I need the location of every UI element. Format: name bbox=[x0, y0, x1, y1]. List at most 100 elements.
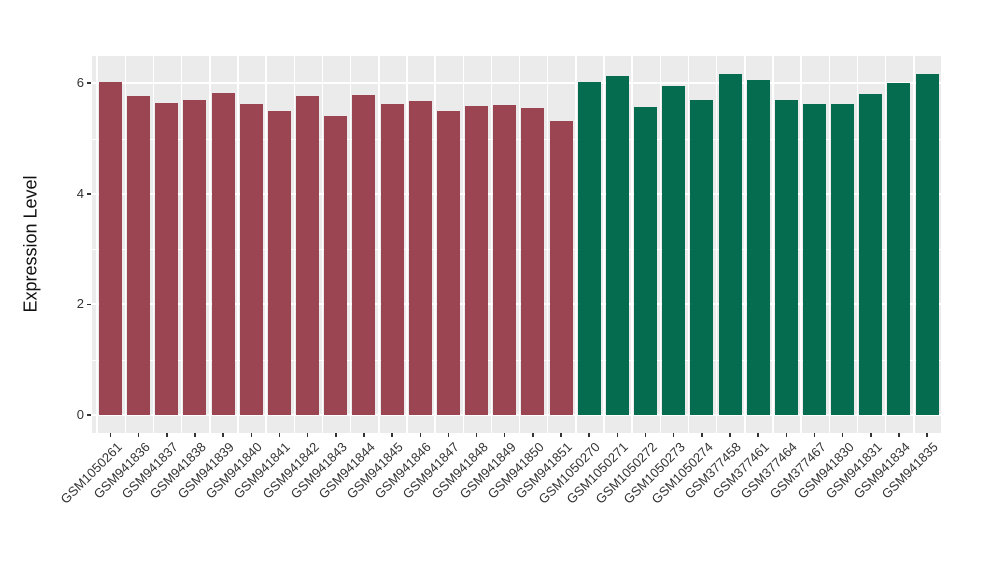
x-tick-mark bbox=[841, 433, 844, 437]
y-tick-mark bbox=[87, 303, 91, 306]
gridline-vertical bbox=[237, 56, 239, 433]
gridline-vertical bbox=[265, 56, 267, 433]
bar-GSM377461 bbox=[746, 80, 770, 415]
x-tick-mark bbox=[250, 433, 253, 437]
x-tick-mark bbox=[560, 433, 562, 437]
gridline-minor bbox=[92, 359, 943, 361]
x-tick-mark bbox=[701, 433, 703, 437]
y-tick-label: 2 bbox=[76, 296, 84, 312]
gridline-vertical bbox=[180, 56, 183, 433]
bar-GSM941851 bbox=[549, 121, 573, 415]
bar-GSM941848 bbox=[465, 105, 489, 415]
gridline-vertical bbox=[546, 56, 549, 433]
x-tick-mark bbox=[785, 433, 788, 437]
bar-GSM941846 bbox=[408, 100, 432, 415]
gridline-vertical bbox=[884, 56, 887, 433]
gridline-vertical bbox=[828, 56, 831, 433]
bar-GSM941838 bbox=[183, 99, 207, 415]
bar-GSM941849 bbox=[493, 104, 517, 415]
gridline-vertical bbox=[772, 56, 774, 433]
x-tick-mark bbox=[503, 433, 506, 437]
gridline-vertical bbox=[800, 56, 802, 433]
bar-GSM1050270 bbox=[577, 82, 601, 415]
gridline-vertical bbox=[941, 56, 943, 433]
gridline-minor bbox=[92, 138, 943, 140]
x-tick-mark bbox=[616, 433, 619, 437]
bar-GSM941845 bbox=[380, 104, 404, 415]
gridline-vertical bbox=[603, 56, 605, 433]
x-tick-mark bbox=[335, 433, 337, 437]
x-tick-mark bbox=[870, 433, 872, 437]
x-tick-mark bbox=[729, 433, 731, 437]
gridline-vertical bbox=[462, 56, 464, 433]
bar-GSM941844 bbox=[352, 95, 376, 415]
bar-GSM377467 bbox=[803, 104, 826, 415]
x-tick-mark bbox=[757, 433, 759, 437]
x-tick-mark bbox=[166, 433, 168, 437]
bar-GSM1050261 bbox=[99, 82, 122, 415]
gridline-vertical bbox=[96, 56, 98, 433]
gridline-vertical bbox=[378, 56, 380, 433]
gridline-vertical bbox=[856, 56, 859, 433]
gridline-vertical bbox=[715, 56, 718, 433]
x-tick-mark bbox=[813, 433, 816, 437]
bar-GSM377464 bbox=[774, 99, 798, 415]
bar-GSM1050273 bbox=[662, 85, 686, 415]
gridline-vertical bbox=[321, 56, 324, 433]
gridline-vertical bbox=[631, 56, 633, 433]
x-tick-mark bbox=[306, 433, 309, 437]
bar-GSM941830 bbox=[831, 103, 855, 415]
x-tick-mark bbox=[419, 433, 421, 437]
y-axis-title: Expression Level bbox=[20, 175, 41, 313]
x-tick-mark bbox=[644, 433, 647, 437]
x-tick-mark bbox=[926, 433, 928, 437]
bar-GSM941843 bbox=[324, 115, 348, 415]
gridline-major bbox=[92, 192, 943, 195]
gridline-vertical bbox=[152, 56, 155, 433]
gridline-vertical bbox=[406, 56, 408, 433]
bar-GSM941836 bbox=[127, 96, 151, 415]
bar-GSM941850 bbox=[521, 108, 545, 415]
bar-GSM941841 bbox=[267, 110, 291, 415]
bar-GSM1050272 bbox=[634, 106, 658, 415]
x-tick-mark bbox=[447, 433, 450, 437]
gridline-minor bbox=[92, 249, 943, 251]
x-tick-mark bbox=[363, 433, 365, 437]
bar-GSM941840 bbox=[239, 103, 263, 415]
x-tick-mark bbox=[532, 433, 534, 437]
y-tick-mark bbox=[87, 193, 91, 195]
gridline-major bbox=[92, 303, 943, 306]
y-tick-label: 4 bbox=[76, 185, 84, 201]
gridline-major bbox=[92, 414, 943, 416]
gridline-vertical bbox=[434, 56, 436, 433]
bar-GSM377458 bbox=[718, 73, 742, 415]
x-tick-mark bbox=[588, 433, 590, 437]
gridline-vertical bbox=[124, 56, 127, 433]
y-tick-mark bbox=[87, 414, 91, 416]
plot-panel bbox=[92, 56, 943, 433]
gridline-vertical bbox=[518, 56, 521, 433]
gridline-vertical bbox=[349, 56, 352, 433]
y-tick-mark bbox=[87, 82, 91, 84]
x-tick-mark bbox=[109, 433, 112, 437]
bar-GSM941837 bbox=[155, 102, 179, 415]
bar-GSM1050274 bbox=[690, 99, 714, 415]
gridline-vertical bbox=[490, 56, 493, 433]
bar-GSM941831 bbox=[859, 94, 883, 415]
gridline-vertical bbox=[293, 56, 296, 433]
gridline-vertical bbox=[575, 56, 577, 433]
y-tick-label: 6 bbox=[76, 75, 84, 91]
gridline-vertical bbox=[209, 56, 211, 433]
x-tick-mark bbox=[672, 433, 675, 437]
x-tick-mark bbox=[475, 433, 478, 437]
bar-GSM1050271 bbox=[605, 76, 629, 415]
bar-GSM941835 bbox=[915, 74, 939, 415]
gridline-vertical bbox=[687, 56, 690, 433]
x-tick-mark bbox=[391, 433, 393, 437]
x-tick-mark bbox=[194, 433, 196, 437]
y-tick-label: 0 bbox=[76, 407, 84, 422]
bar-GSM941834 bbox=[887, 83, 911, 415]
bar-GSM941839 bbox=[211, 93, 235, 415]
gridline-vertical bbox=[744, 56, 746, 433]
